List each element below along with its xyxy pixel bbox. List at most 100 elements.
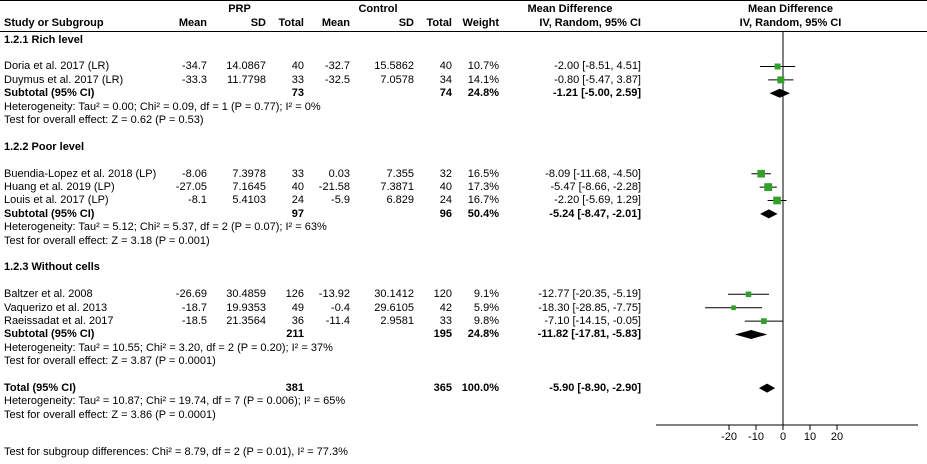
study-row: Buendia-Lopez et al. 2018 (LP) -8.06 7.397… <box>0 167 654 180</box>
prp-mean: -8.06 <box>181 167 207 180</box>
study-row: Huang et al. 2019 (LP) -27.05 7.1645 40 -21.… <box>0 180 654 193</box>
ci-text: -11.82 [-17.81, -5.83] <box>537 328 641 341</box>
weight: 24.8% <box>467 87 499 100</box>
md-text-column-title: Mean Difference <box>527 3 613 15</box>
subgroup-label-row: 1.2.3 Without cells <box>0 261 654 274</box>
ci-text: -2.00 [-8.51, 4.51] <box>554 60 641 73</box>
control-group-header: Control <box>358 3 398 15</box>
subgroup-label: 1.2.1 Rich level <box>4 33 83 46</box>
prp-total: 126 <box>285 288 304 301</box>
ctl-total: 32 <box>439 167 452 180</box>
svg-text:-10: -10 <box>748 431 764 443</box>
study-row: Doria et al. 2017 (LR) -34.7 14.0867 40 -32.… <box>0 60 654 73</box>
stats-note-row: Test for overall effect: Z = 3.86 (P = 0… <box>0 408 654 421</box>
ctl-mean: -11.4 <box>325 314 350 327</box>
ctl-total: 42 <box>439 301 452 314</box>
svg-text:10: 10 <box>804 431 816 443</box>
ctl-mean: -5.9 <box>331 194 350 207</box>
study-name: Subtotal (95% CI) <box>4 207 95 220</box>
weight: 5.9% <box>473 301 499 314</box>
col-header-prp-sd: SD <box>250 17 266 29</box>
subgroup-label: 1.2.2 Poor level <box>4 140 85 153</box>
study-row: Duymus et al. 2017 (LR) -33.3 11.7798 33 -32… <box>0 73 654 86</box>
subgroup-label-row: 1.2.1 Rich level <box>0 33 654 46</box>
spacer-row <box>0 154 654 167</box>
ctl-sd: 7.0578 <box>380 73 414 86</box>
weight: 10.7% <box>467 60 499 73</box>
prp-total: 40 <box>291 180 304 193</box>
study-name: Baltzer et al. 2008 <box>4 288 93 301</box>
weight: 14.1% <box>467 73 499 86</box>
prp-total: 97 <box>291 207 304 220</box>
stats-note: Heterogeneity: Tau² = 0.00; Chi² = 0.09,… <box>4 100 321 113</box>
prp-sd: 19.9353 <box>226 301 266 314</box>
ci-text: -18.30 [-28.85, -7.75] <box>538 301 641 314</box>
forest-plot-canvas: -20 -10 0 10 20 <box>656 31 918 443</box>
weight: 9.1% <box>473 288 499 301</box>
ci-text: -5.24 [-8.47, -2.01] <box>549 207 641 220</box>
stats-note: Heterogeneity: Tau² = 10.87; Chi² = 19.7… <box>4 395 346 408</box>
prp-sd: 14.0867 <box>226 60 266 73</box>
axis-gap <box>0 421 654 445</box>
ctl-mean: -13.92 <box>318 288 350 301</box>
pooled-row: Subtotal (95% CI) 211 195 24.8% -11.82 [-17.… <box>0 328 654 341</box>
stats-note-row: Test for overall effect: Z = 0.62 (P = 0… <box>0 113 654 126</box>
ctl-mean: -32.5 <box>324 73 350 86</box>
md-plot-column-title: Mean Difference <box>748 3 833 15</box>
study-name: Subtotal (95% CI) <box>4 328 95 341</box>
spacer-row <box>0 368 654 381</box>
ctl-total: 120 <box>433 288 452 301</box>
study-name: Subtotal (95% CI) <box>4 87 95 100</box>
ctl-sd: 7.355 <box>386 167 414 180</box>
spacer-row <box>0 127 654 140</box>
prp-sd: 11.7798 <box>227 73 266 86</box>
ctl-total: 96 <box>439 207 452 220</box>
prp-mean: -34.7 <box>181 60 207 73</box>
col-header-ci-text: IV, Random, 95% CI <box>539 17 641 29</box>
study-table: 1.2.1 Rich level Doria et al. 2017 (LR) -3… <box>0 33 654 459</box>
study-name: Buendia-Lopez et al. 2018 (LP) <box>4 167 157 180</box>
svg-text:20: 20 <box>831 431 843 443</box>
study-name: Total (95% CI) <box>4 381 76 394</box>
col-header-ctl-mean: Mean <box>321 17 350 29</box>
stats-note-row: Heterogeneity: Tau² = 0.00; Chi² = 0.09,… <box>0 100 654 113</box>
prp-total: 381 <box>285 381 304 394</box>
stats-note-row: Test for subgroup differences: Chi² = 8.… <box>0 445 654 458</box>
ctl-total: 33 <box>439 314 452 327</box>
ctl-sd: 15.5862 <box>374 60 414 73</box>
header-divider <box>0 31 927 32</box>
weight: 17.3% <box>467 180 499 193</box>
col-header-weight: Weight <box>462 17 499 29</box>
col-header-ctl-sd: SD <box>398 17 414 29</box>
stats-note-row: Heterogeneity: Tau² = 10.55; Chi² = 3.20… <box>0 341 654 354</box>
prp-total: 49 <box>291 301 304 314</box>
prp-total: 33 <box>291 167 304 180</box>
col-header-ctl-total: Total <box>426 17 452 29</box>
spacer-row <box>0 247 654 260</box>
ctl-mean: -21.58 <box>318 180 350 193</box>
ctl-total: 34 <box>439 73 452 86</box>
ctl-total: 40 <box>439 180 452 193</box>
stats-note: Test for overall effect: Z = 3.87 (P = 0… <box>4 355 216 368</box>
ctl-sd: 29.6105 <box>374 301 414 314</box>
stats-note: Test for overall effect: Z = 3.86 (P = 0… <box>4 408 216 421</box>
ci-text: -12.77 [-20.35, -5.19] <box>538 288 641 301</box>
study-row: Raeissadat et al. 2017 -18.5 21.3564 36 -11.… <box>0 314 654 327</box>
prp-group-header: PRP <box>228 3 251 15</box>
spacer-row <box>0 46 654 59</box>
ctl-total: 40 <box>439 60 452 73</box>
ci-text: -1.21 [-5.00, 2.59] <box>552 87 641 100</box>
study-name: Vaquerizo et al. 2013 <box>4 301 108 314</box>
pooled-row: Subtotal (95% CI) 97 96 50.4% -5.24 [-8.47, … <box>0 207 654 220</box>
prp-sd: 30.4859 <box>226 288 266 301</box>
subgroup-label-row: 1.2.2 Poor level <box>0 140 654 153</box>
study-name: Louis et al. 2017 (LP) <box>4 194 109 207</box>
study-row: Vaquerizo et al. 2013 -18.7 19.9353 49 -0.4 2… <box>0 301 654 314</box>
pooled-row: Total (95% CI) 381 365 100.0% -5.90 [-8.90, … <box>0 381 654 394</box>
study-name: Raeissadat et al. 2017 <box>4 314 114 327</box>
ctl-mean: -32.7 <box>324 60 350 73</box>
weight: 24.8% <box>467 328 499 341</box>
stats-note: Test for subgroup differences: Chi² = 8.… <box>4 446 348 459</box>
ci-text: -0.80 [-5.47, 3.87] <box>554 73 641 86</box>
